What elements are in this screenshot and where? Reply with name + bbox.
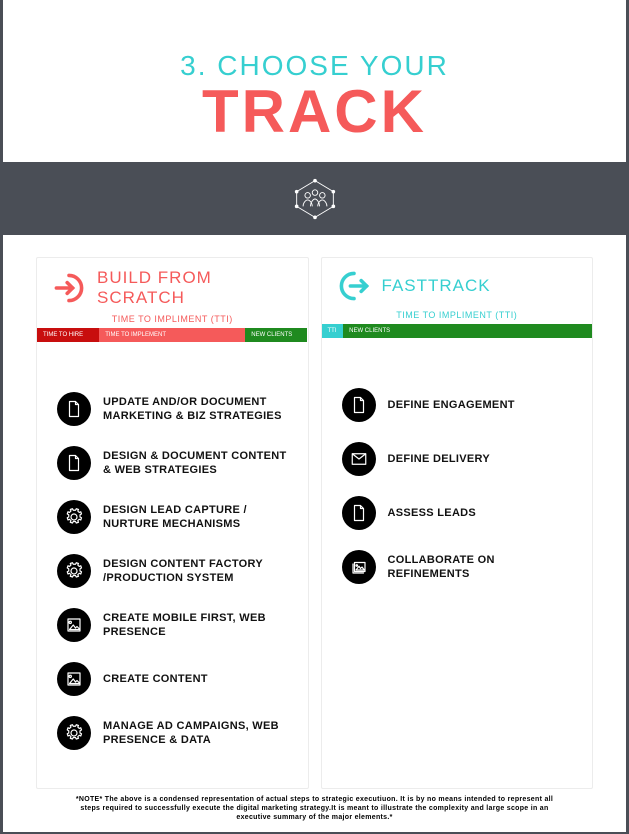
images-icon [342,550,376,584]
content: BUILD FROM SCRATCH TIME TO IMPLIMENT (TT… [3,235,626,832]
envelope-icon [342,442,376,476]
step-item: CREATE CONTENT [57,662,294,696]
image-icon [57,662,91,696]
steps-left: UPDATE AND/OR DOCUMENT MARKETING & BIZ S… [37,342,308,750]
card-head: FASTTRACK [322,258,593,308]
cards-row: BUILD FROM SCRATCH TIME TO IMPLIMENT (TT… [36,257,593,789]
card-title: BUILD FROM SCRATCH [97,268,294,308]
timeline-right: TTINEW CLIENTS [322,324,593,338]
card-title: FASTTRACK [382,276,491,296]
step-item: DESIGN CONTENT FACTORY /PRODUCTION SYSTE… [57,554,294,588]
timeline-segment: TIME TO HIRE [37,328,99,342]
timeline-segment: TIME TO IMPLEMENT [99,328,245,342]
tti-label: TIME TO IMPLIMENT (TTI) [37,312,308,328]
timeline-segment: TTI [322,324,344,338]
step-label: CREATE MOBILE FIRST, WEB PRESENCE [103,611,294,640]
step-item: ASSESS LEADS [342,496,579,530]
card-head: BUILD FROM SCRATCH [37,258,308,312]
tti-label: TIME TO IMPLIMENT (TTI) [322,308,593,324]
step-label: DESIGN LEAD CAPTURE / NURTURE MECHANISMS [103,503,294,532]
image-icon [57,608,91,642]
document-icon [57,446,91,480]
document-icon [342,496,376,530]
card-fasttrack: FASTTRACK TIME TO IMPLIMENT (TTI) TTINEW… [321,257,594,789]
step-label: DEFINE ENGAGEMENT [388,398,515,412]
step-label: UPDATE AND/OR DOCUMENT MARKETING & BIZ S… [103,395,294,424]
step-item: UPDATE AND/OR DOCUMENT MARKETING & BIZ S… [57,392,294,426]
network-people-icon [293,177,337,221]
step-label: DESIGN CONTENT FACTORY /PRODUCTION SYSTE… [103,557,294,586]
forward-arrow-icon [336,268,372,304]
step-label: ASSESS LEADS [388,506,477,520]
timeline-segment: NEW CLIENTS [343,324,592,338]
step-item: DEFINE DELIVERY [342,442,579,476]
gear-icon [57,716,91,750]
step-label: DEFINE DELIVERY [388,452,491,466]
step-label: COLLABORATE ON REFINEMENTS [388,553,579,582]
title-bottom: TRACK [3,82,626,142]
section-divider [3,162,626,235]
step-item: DEFINE ENGAGEMENT [342,388,579,422]
gear-icon [57,500,91,534]
step-label: MANAGE AD CAMPAIGNS, WEB PRESENCE & DATA [103,719,294,748]
gear-icon [57,554,91,588]
step-item: COLLABORATE ON REFINEMENTS [342,550,579,584]
step-label: CREATE CONTENT [103,672,208,686]
enter-arrow-icon [51,270,87,306]
step-item: DESIGN & DOCUMENT CONTENT & WEB STRATEGI… [57,446,294,480]
steps-right: DEFINE ENGAGEMENT DEFINE DELIVERY ASSESS L… [322,338,593,584]
header: 3. CHOOSE YOUR TRACK [3,0,626,162]
step-label: DESIGN & DOCUMENT CONTENT & WEB STRATEGI… [103,449,294,478]
timeline-left: TIME TO HIRETIME TO IMPLEMENTNEW CLIENTS [37,328,308,342]
step-item: CREATE MOBILE FIRST, WEB PRESENCE [57,608,294,642]
document-icon [57,392,91,426]
step-item: DESIGN LEAD CAPTURE / NURTURE MECHANISMS [57,500,294,534]
footnote: *NOTE* The above is a condensed represen… [36,789,593,832]
card-build-from-scratch: BUILD FROM SCRATCH TIME TO IMPLIMENT (TT… [36,257,309,789]
page: 3. CHOOSE YOUR TRACK [3,0,626,832]
timeline-segment: NEW CLIENTS [245,328,307,342]
step-item: MANAGE AD CAMPAIGNS, WEB PRESENCE & DATA [57,716,294,750]
document-icon [342,388,376,422]
